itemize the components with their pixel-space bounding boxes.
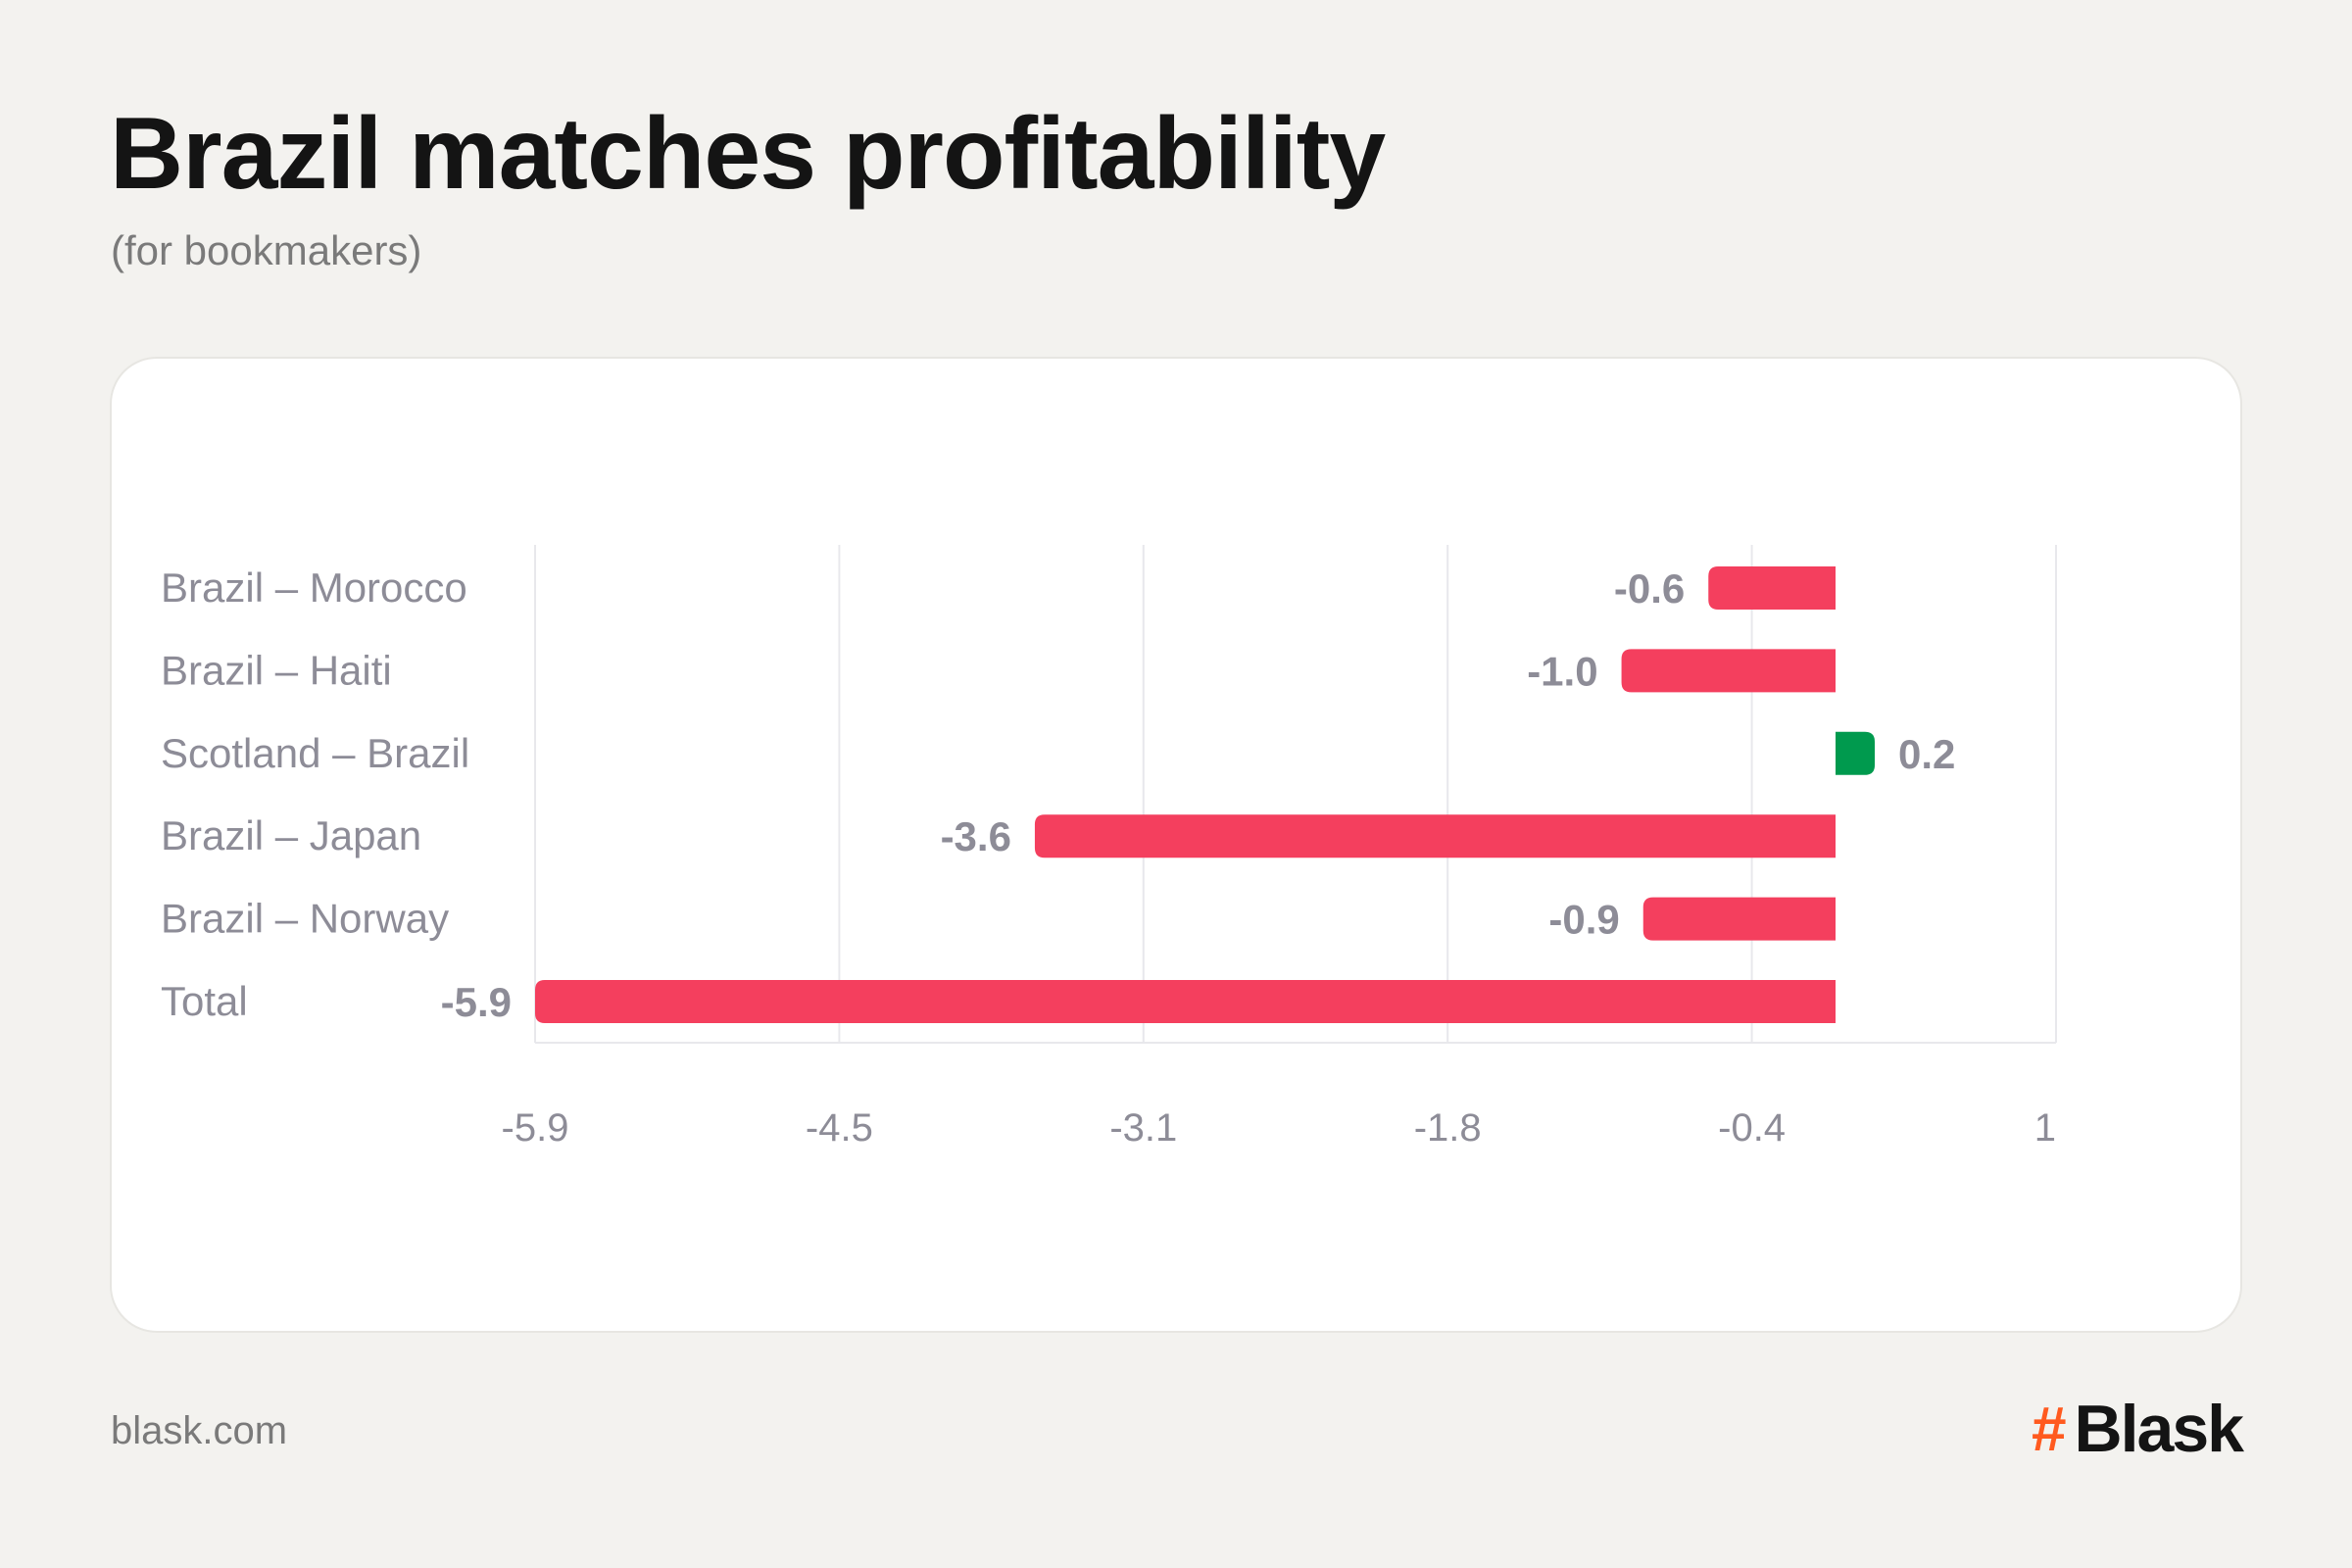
bar bbox=[1621, 649, 1836, 693]
category-label: Brazil – Japan bbox=[161, 812, 421, 858]
x-tick-label: -4.5 bbox=[806, 1106, 873, 1150]
chart-subtitle: (for bookmakers) bbox=[111, 227, 422, 273]
category-label: Scotland – Brazil bbox=[161, 730, 469, 776]
bar-value-label: 0.2 bbox=[1898, 731, 1955, 777]
hash-icon: # bbox=[2031, 1394, 2067, 1464]
x-tick-label: 1 bbox=[2034, 1106, 2056, 1150]
category-label: Total bbox=[161, 978, 248, 1024]
x-tick-label: -1.8 bbox=[1414, 1106, 1482, 1150]
bar-value-label: -5.9 bbox=[441, 979, 512, 1025]
bar-value-label: -1.0 bbox=[1527, 648, 1597, 694]
bar-value-label: -3.6 bbox=[941, 813, 1011, 859]
chart-title: Brazil matches profitability bbox=[110, 97, 1386, 211]
brand-name: Blask bbox=[2074, 1392, 2244, 1466]
category-label: Brazil – Morocco bbox=[161, 564, 467, 611]
bar-chart: -5.9 -4.5 -3.1 -1.8 -0.4 1 Brazil – Morocco -0.… bbox=[161, 545, 2057, 1150]
x-tick-label: -0.4 bbox=[1718, 1106, 1786, 1150]
brand-logo: # Blask bbox=[2031, 1392, 2244, 1466]
bar-value-label: -0.9 bbox=[1548, 897, 1619, 943]
category-label: Brazil – Haiti bbox=[161, 647, 392, 693]
category-label: Brazil – Norway bbox=[161, 896, 449, 942]
bar bbox=[535, 980, 1836, 1023]
bar bbox=[1708, 566, 1836, 610]
x-tick-label: -5.9 bbox=[502, 1106, 569, 1150]
footer-url: blask.com bbox=[111, 1409, 288, 1452]
bar-value-label: -0.6 bbox=[1614, 565, 1685, 612]
bar bbox=[1836, 731, 1875, 775]
bar bbox=[1034, 814, 1836, 858]
x-tick-label: -3.1 bbox=[1109, 1106, 1177, 1150]
chart-card: -5.9 -4.5 -3.1 -1.8 -0.4 1 Brazil – Morocco -0.… bbox=[110, 357, 2242, 1333]
bar bbox=[1642, 897, 1836, 941]
